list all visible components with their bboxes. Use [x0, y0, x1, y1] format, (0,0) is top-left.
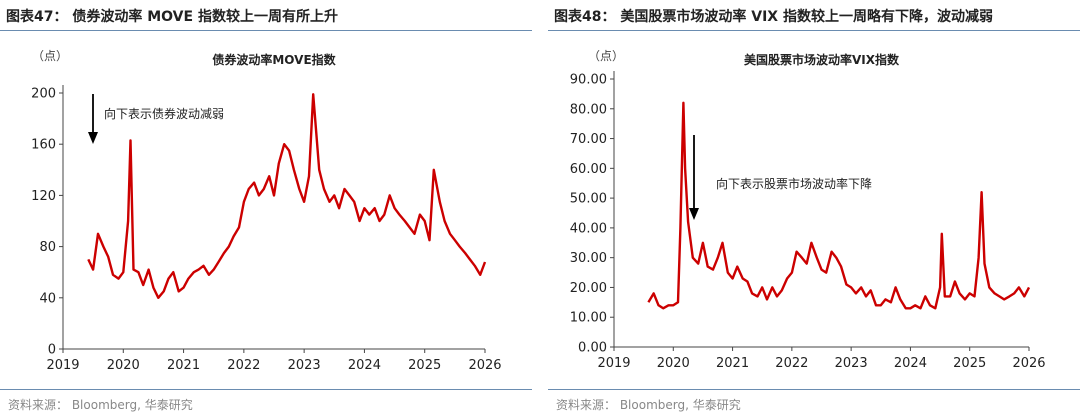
figure-47-panel: 图表47： 债券波动率 MOVE 指数较上一周有所上升 债券波动率MOVE指数 （… — [0, 0, 532, 419]
x-tick-label: 2022 — [227, 358, 260, 373]
figure-caption: 图表47： 债券波动率 MOVE 指数较上一周有所上升 — [6, 9, 338, 25]
source-note: 资料来源： Bloomberg, 华泰研究 — [8, 398, 193, 412]
y-tick-label: 80 — [39, 240, 56, 255]
x-tick-label: 2020 — [657, 356, 690, 371]
x-tick-label: 2021 — [716, 356, 749, 371]
vix-index-chart: 美国股票市场波动率VIX指数 （点） 0.00 10.00 20.00 30.00 40.0… — [570, 49, 1046, 371]
x-tick-label: 2026 — [1012, 356, 1045, 371]
series-line — [647, 101, 1031, 310]
y-tick-label: 0 — [48, 343, 56, 358]
y-tick-label: 40.00 — [570, 221, 607, 236]
x-tick-label: 2023 — [288, 358, 321, 373]
y-tick-label: 70.00 — [570, 132, 607, 147]
y-tick-label: 200 — [31, 87, 56, 102]
x-tick-label: 2023 — [835, 356, 868, 371]
x-tick-label: 2019 — [597, 356, 630, 371]
source-divider — [548, 389, 1080, 390]
y-tick-label: 160 — [31, 138, 56, 153]
chart-title: 债券波动率MOVE指数 — [212, 52, 336, 67]
y-tick-label: 60.00 — [570, 162, 607, 177]
source-divider — [0, 389, 532, 390]
series-line — [87, 93, 487, 299]
y-tick-label: 10.00 — [570, 311, 607, 326]
x-tick-label: 2021 — [167, 358, 200, 373]
y-tick-label: 120 — [31, 189, 56, 204]
y-tick-label: 30.00 — [570, 251, 607, 266]
annotation-text: 向下表示债券波动减弱 — [104, 106, 224, 121]
x-tick-label: 2025 — [953, 356, 986, 371]
y-tick-label: 20.00 — [570, 281, 607, 296]
x-tick-label: 2026 — [468, 358, 501, 373]
caption-divider — [0, 30, 532, 31]
x-tick-label: 2025 — [408, 358, 441, 373]
y-tick-label: 0.00 — [578, 341, 607, 356]
y-tick-label: 80.00 — [570, 102, 607, 117]
y-tick-label: 40 — [39, 291, 56, 306]
move-index-chart: 债券波动率MOVE指数 （点） 0 40 80 120 160 200 2019 2020 2021… — [31, 49, 501, 373]
chart-title: 美国股票市场波动率VIX指数 — [744, 52, 900, 67]
source-note: 资料来源： Bloomberg, 华泰研究 — [556, 398, 741, 412]
annotation-arrow-head — [689, 208, 699, 220]
annotation-text: 向下表示股票市场波动率下降 — [716, 176, 872, 191]
figure-48-panel: 图表48： 美国股票市场波动率 VIX 指数较上一周略有下降，波动减弱 美国股票… — [548, 0, 1080, 419]
y-axis-unit-label: （点） — [32, 49, 68, 63]
x-tick-label: 2022 — [775, 356, 808, 371]
x-tick-label: 2020 — [107, 358, 140, 373]
x-tick-label: 2024 — [348, 358, 381, 373]
x-tick-label: 2019 — [46, 358, 79, 373]
y-axis-unit-label: （点） — [588, 49, 624, 63]
caption-divider — [548, 30, 1080, 31]
y-tick-label: 90.00 — [570, 73, 607, 88]
annotation-arrow-head — [88, 132, 98, 144]
x-tick-label: 2024 — [894, 356, 927, 371]
figure-caption: 图表48： 美国股票市场波动率 VIX 指数较上一周略有下降，波动减弱 — [554, 9, 993, 25]
y-tick-label: 50.00 — [570, 192, 607, 207]
